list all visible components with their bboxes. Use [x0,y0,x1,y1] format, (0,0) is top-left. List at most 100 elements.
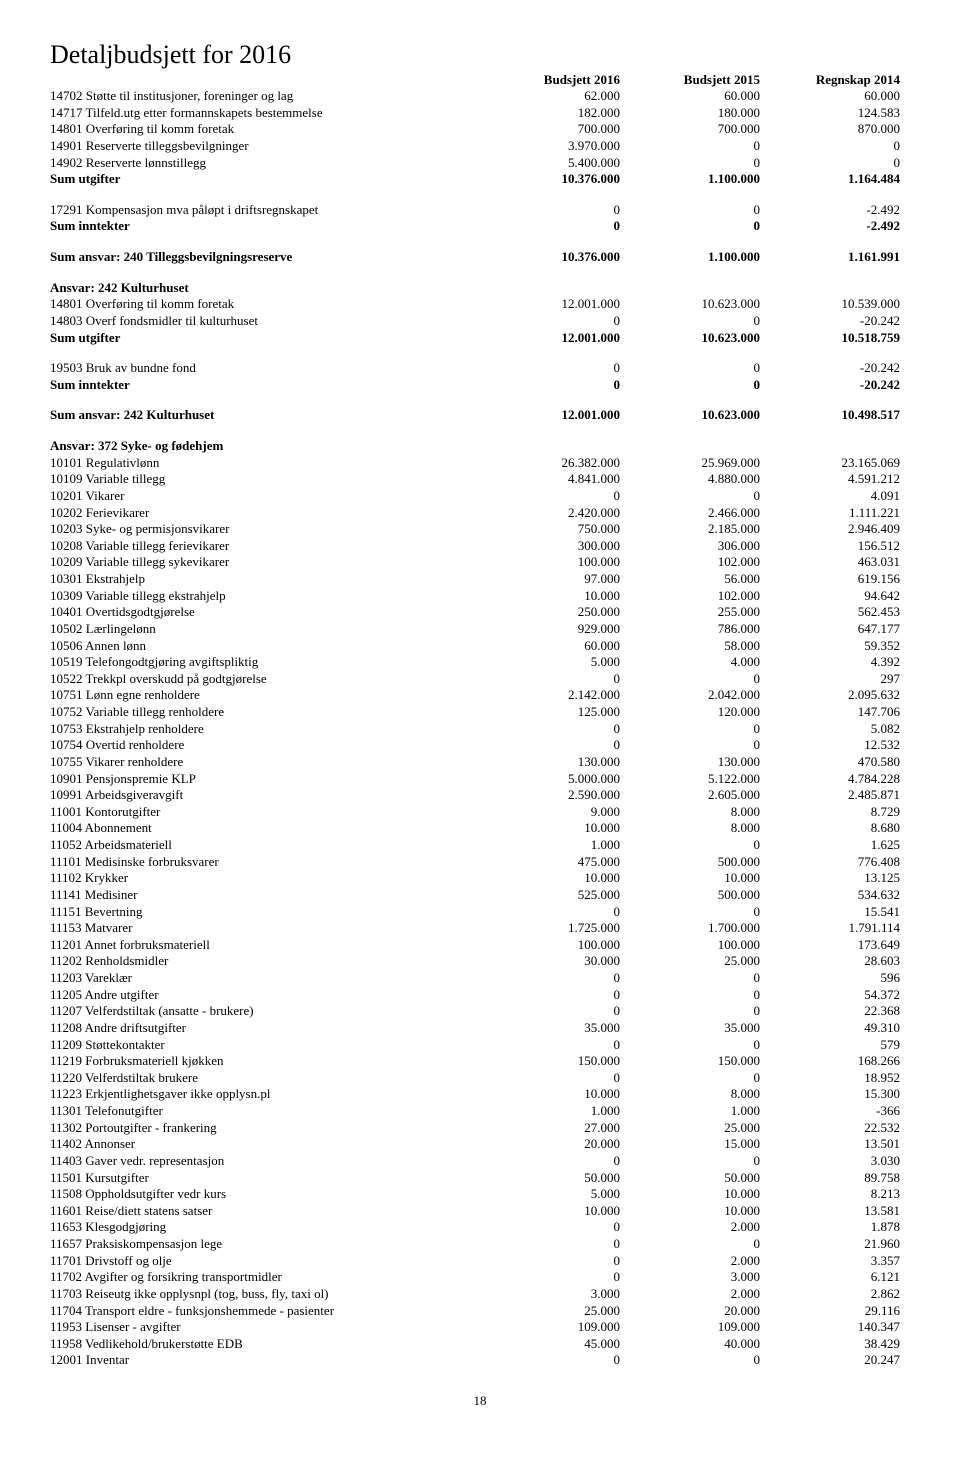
row-value: 500.000 [620,854,760,871]
row-value: 100.000 [480,937,620,954]
row-value: 56.000 [620,571,760,588]
row-value: 8.000 [620,1086,760,1103]
row-label: 10751 Lønn egne renholdere [50,687,480,704]
col-header-2: Budsjett 2015 [620,72,760,88]
row-value: 8.000 [620,820,760,837]
row-label: 11953 Lisenser - avgifter [50,1319,480,1336]
row-value: 13.581 [760,1203,900,1220]
table-row: 10301 Ekstrahjelp97.00056.000619.156 [50,571,910,588]
row-value: 0 [620,1236,760,1253]
row-value: 0 [620,1070,760,1087]
row-value: 0 [480,1070,620,1087]
row-value: 13.125 [760,870,900,887]
row-label: Sum utgifter [50,171,480,188]
row-value: 0 [480,1269,620,1286]
row-value: 10.623.000 [620,296,760,313]
row-value: 59.352 [760,638,900,655]
row-value: 0 [480,721,620,738]
table-row: 14801 Overføring til komm foretak12.001.… [50,296,910,313]
row-label: 11201 Annet forbruksmateriell [50,937,480,954]
row-label: Sum inntekter [50,218,480,235]
row-value: 8.213 [760,1186,900,1203]
table-row: 10751 Lønn egne renholdere2.142.0002.042… [50,687,910,704]
row-value: 750.000 [480,521,620,538]
row-value: 150.000 [620,1053,760,1070]
row-value: 0 [760,138,900,155]
row-value: 10.623.000 [620,407,760,424]
row-value: 0 [620,970,760,987]
row-value: 58.000 [620,638,760,655]
table-row: 11508 Oppholdsutgifter vedr kurs5.00010.… [50,1186,910,1203]
row-value: 4.591.212 [760,471,900,488]
row-label: 10519 Telefongodtgjøring avgiftspliktig [50,654,480,671]
table-row: 10109 Variable tillegg4.841.0004.880.000… [50,471,910,488]
row-label: 10901 Pensjonspremie KLP [50,771,480,788]
row-value: 35.000 [620,1020,760,1037]
row-label: 10203 Syke- og permisjonsvikarer [50,521,480,538]
row-value: 0 [620,218,760,235]
row-value: 0 [620,377,760,394]
table-row: 19503 Bruk av bundne fond00-20.242 [50,360,910,377]
table-row: 10991 Arbeidsgiveravgift2.590.0002.605.0… [50,787,910,804]
table-row: Sum inntekter00-2.492 [50,218,910,235]
row-value: 2.590.000 [480,787,620,804]
table-row: 10506 Annen lønn60.00058.00059.352 [50,638,910,655]
table-row: 11203 Vareklær00596 [50,970,910,987]
row-value: 2.142.000 [480,687,620,704]
row-value: 562.453 [760,604,900,621]
table-row: 10203 Syke- og permisjonsvikarer750.0002… [50,521,910,538]
row-value: 1.161.991 [760,249,900,266]
row-label: 14801 Overføring til komm foretak [50,121,480,138]
row-label: 11202 Renholdsmidler [50,953,480,970]
row-value: -2.492 [760,218,900,235]
table-row: 10101 Regulativlønn26.382.00025.969.0002… [50,455,910,472]
row-value: 0 [480,313,620,330]
table-row: 10502 Lærlingelønn929.000786.000647.177 [50,621,910,638]
row-value: 1.725.000 [480,920,620,937]
row-label: Ansvar: 242 Kulturhuset [50,280,480,297]
row-value: -20.242 [760,313,900,330]
row-value: 140.347 [760,1319,900,1336]
row-value: 2.605.000 [620,787,760,804]
row-label: 11601 Reise/diett statens satser [50,1203,480,1220]
row-value: 619.156 [760,571,900,588]
row-value: 10.000 [480,1203,620,1220]
row-label: 11302 Portoutgifter - frankering [50,1120,480,1137]
row-value: 1.625 [760,837,900,854]
table-row: 11205 Andre utgifter0054.372 [50,987,910,1004]
row-value: 4.000 [620,654,760,671]
row-value: 5.000 [480,654,620,671]
row-value: 2.420.000 [480,505,620,522]
row-value: 0 [620,155,760,172]
row-value: 0 [480,377,620,394]
row-label: 11207 Velferdstiltak (ansatte - brukere) [50,1003,480,1020]
row-value: 0 [480,218,620,235]
row-label: 11701 Drivstoff og olje [50,1253,480,1270]
row-label: 11203 Vareklær [50,970,480,987]
row-value: 100.000 [480,554,620,571]
row-value: 22.532 [760,1120,900,1137]
table-row: 11953 Lisenser - avgifter109.000109.0001… [50,1319,910,1336]
row-value: 0 [480,1253,620,1270]
row-value: 1.100.000 [620,171,760,188]
row-label: 11001 Kontorutgifter [50,804,480,821]
row-value: 3.030 [760,1153,900,1170]
row-value: 534.632 [760,887,900,904]
row-value: 1.100.000 [620,249,760,266]
table-row: 17291 Kompensasjon mva påløpt i driftsre… [50,202,910,219]
row-label: 10101 Regulativlønn [50,455,480,472]
row-value: 470.580 [760,754,900,771]
row-value: 10.000 [480,1086,620,1103]
col-header-1: Budsjett 2016 [480,72,620,88]
row-label: 14803 Overf fondsmidler til kulturhuset [50,313,480,330]
row-label: 11501 Kursutgifter [50,1170,480,1187]
row-value: 15.541 [760,904,900,921]
row-label: 11301 Telefonutgifter [50,1103,480,1120]
row-label: 11219 Forbruksmateriell kjøkken [50,1053,480,1070]
row-value: 306.000 [620,538,760,555]
row-label: 11141 Medisiner [50,887,480,904]
table-row: 11958 Vedlikehold/brukerstøtte EDB45.000… [50,1336,910,1353]
row-value: 29.116 [760,1303,900,1320]
row-value: 60.000 [760,88,900,105]
column-headers: Budsjett 2016 Budsjett 2015 Regnskap 201… [50,72,910,88]
